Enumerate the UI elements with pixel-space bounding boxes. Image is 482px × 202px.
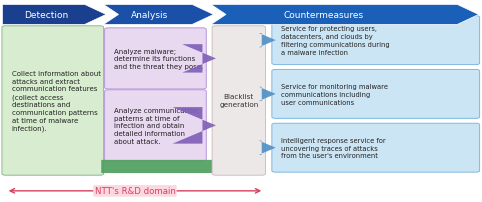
FancyBboxPatch shape: [272, 70, 480, 119]
Polygon shape: [259, 87, 276, 101]
FancyBboxPatch shape: [2, 27, 104, 175]
Text: Countermeasures: Countermeasures: [283, 11, 363, 20]
Text: Service for monitoring malware
communications including
user communications: Service for monitoring malware communica…: [281, 84, 388, 105]
Polygon shape: [104, 5, 214, 25]
FancyBboxPatch shape: [105, 90, 206, 161]
Text: Blacklist
generation: Blacklist generation: [219, 94, 258, 108]
Polygon shape: [182, 45, 216, 73]
Polygon shape: [259, 141, 276, 155]
Polygon shape: [259, 34, 276, 48]
FancyBboxPatch shape: [272, 124, 480, 172]
Text: Analysis: Analysis: [131, 11, 168, 20]
Polygon shape: [211, 5, 479, 25]
Polygon shape: [173, 107, 216, 144]
FancyBboxPatch shape: [272, 17, 480, 65]
Text: Intelligent response service for
uncovering traces of attacks
from the user's en: Intelligent response service for uncover…: [281, 137, 386, 159]
FancyBboxPatch shape: [212, 27, 266, 175]
FancyBboxPatch shape: [105, 29, 206, 89]
Polygon shape: [2, 5, 106, 25]
Polygon shape: [101, 160, 264, 173]
Text: Detection: Detection: [24, 11, 68, 20]
Text: NTT's R&D domain: NTT's R&D domain: [94, 186, 175, 195]
Text: Analyze malware;
determine its functions
and the threat they pose.: Analyze malware; determine its functions…: [114, 48, 203, 70]
Text: Collect information about
attacks and extract
communication features
(collect ac: Collect information about attacks and ex…: [12, 70, 101, 132]
Text: Analyze communication
patterns at time of
infection and obtain
detailed informat: Analyze communication patterns at time o…: [114, 107, 198, 144]
Text: Service for protecting users,
datacenters, and clouds by
filtering communication: Service for protecting users, datacenter…: [281, 26, 390, 56]
